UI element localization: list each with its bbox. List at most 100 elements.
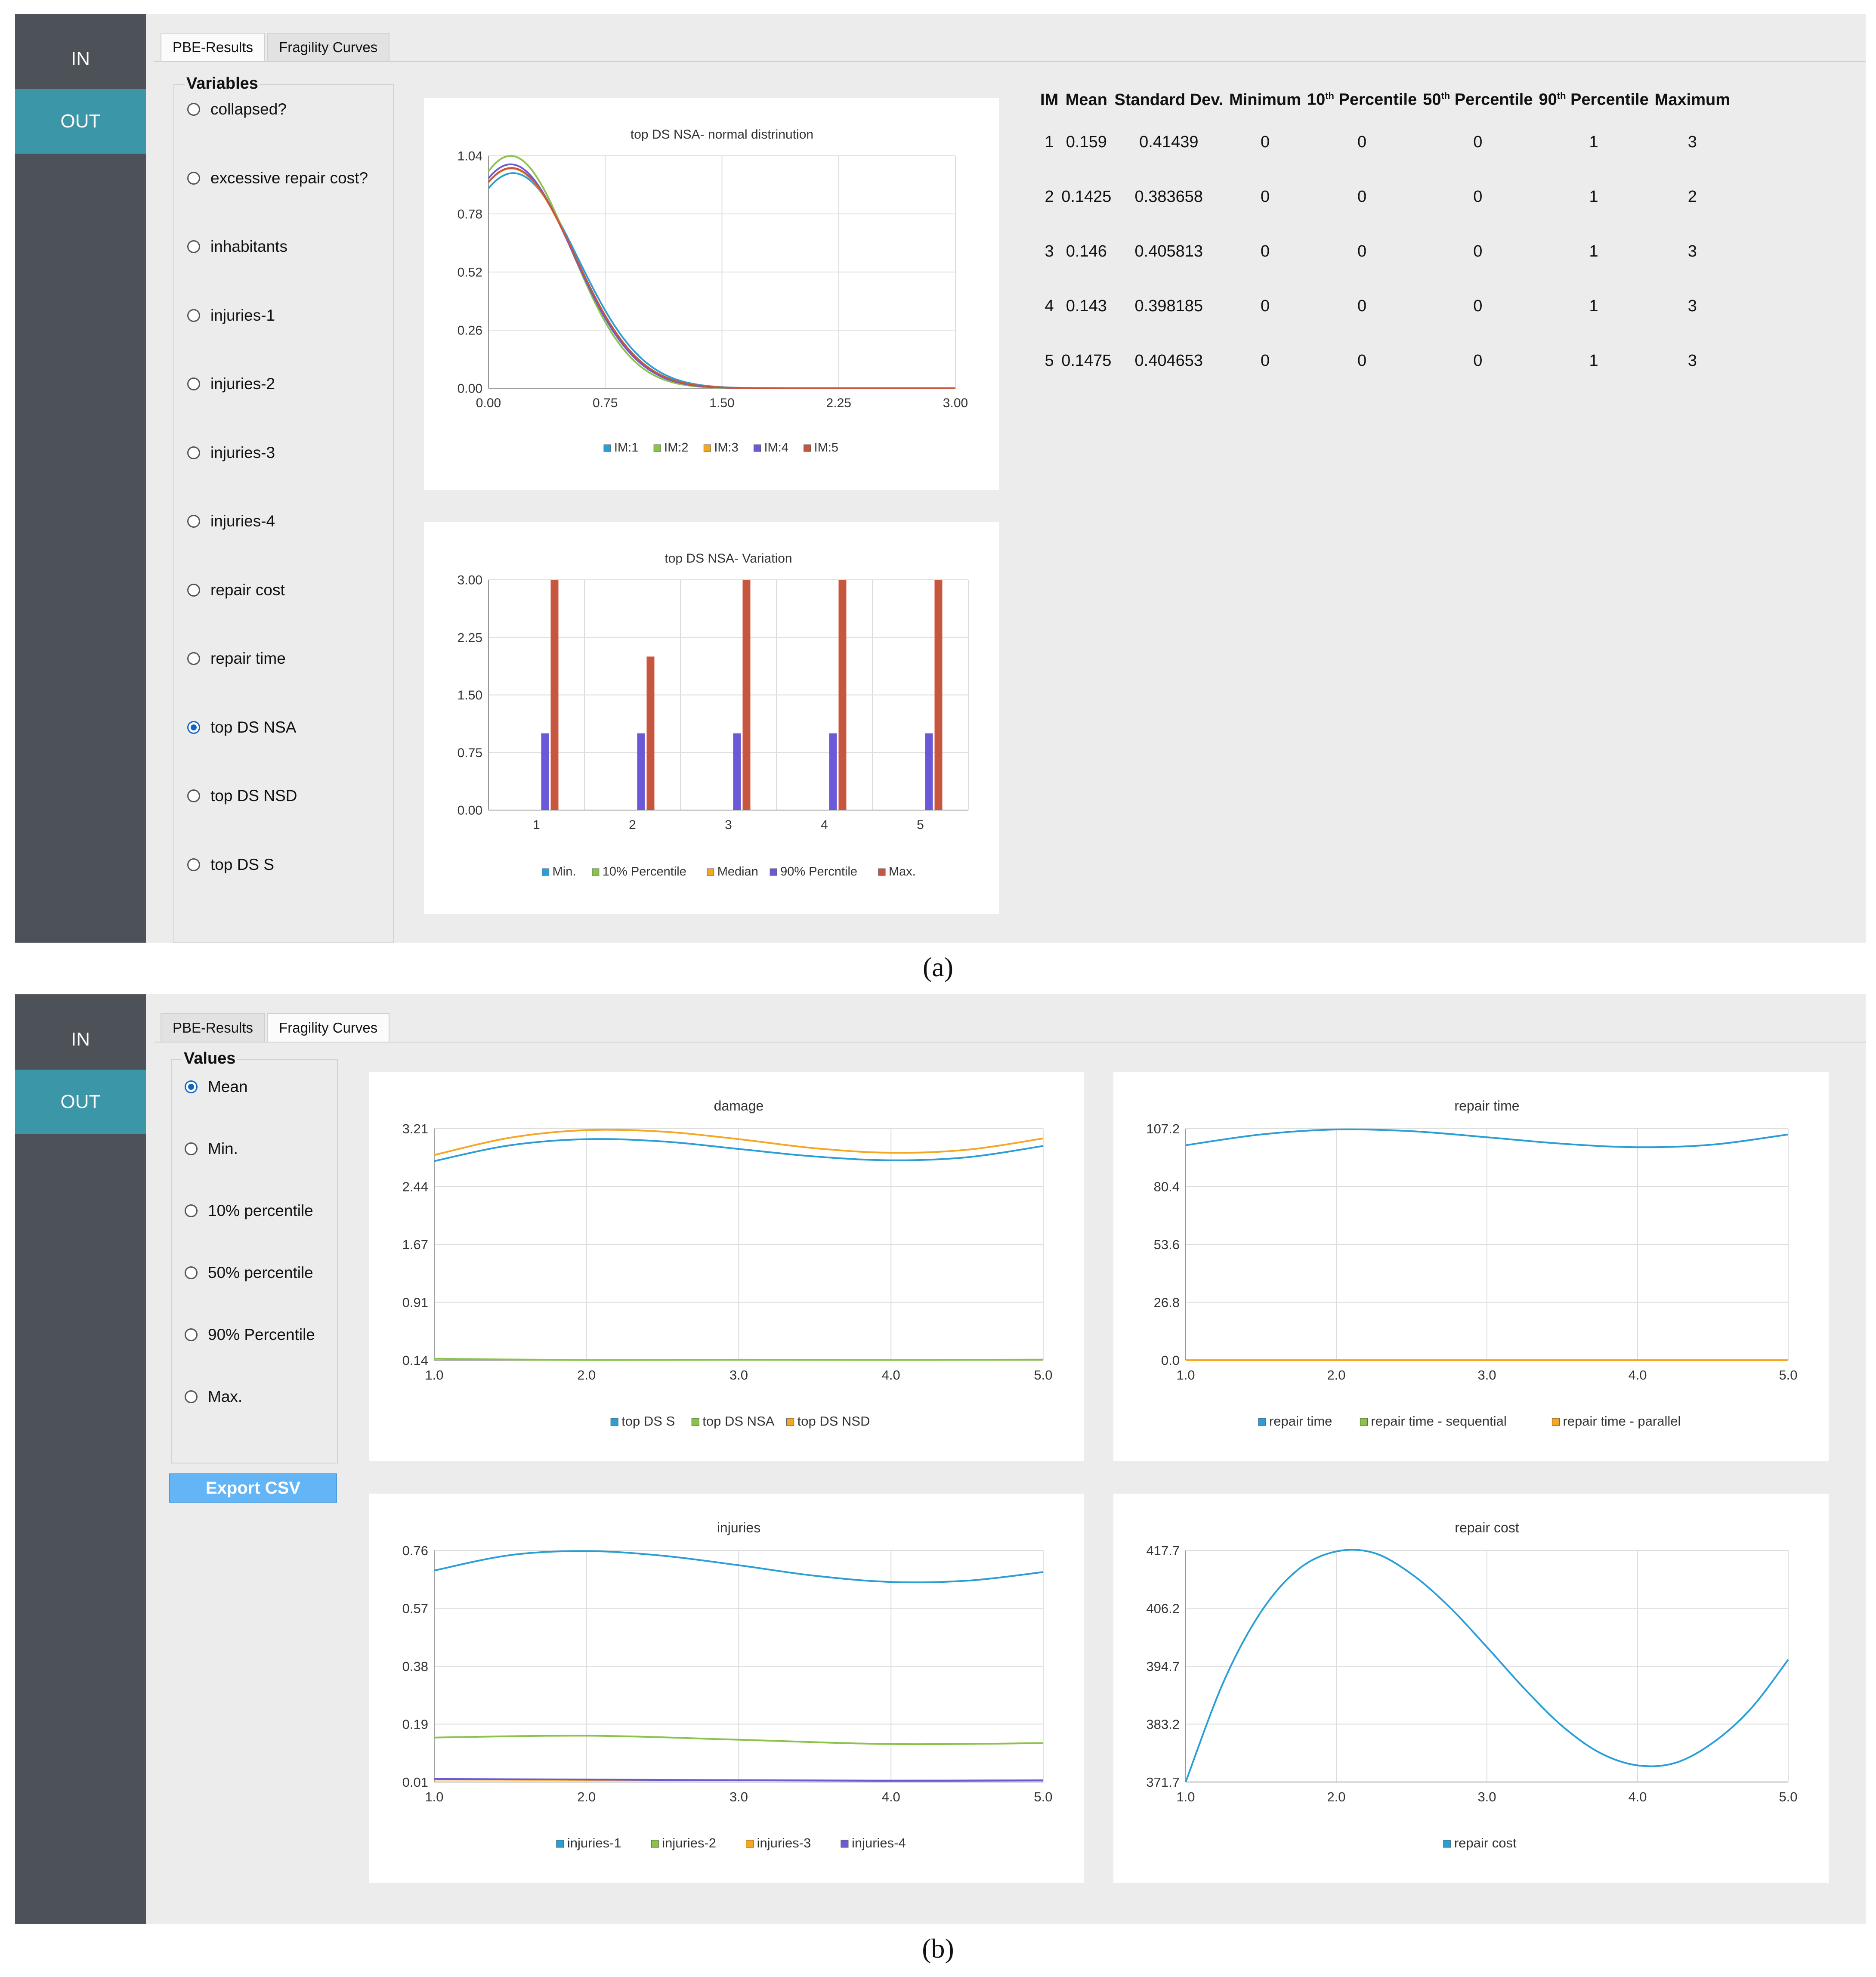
x-tick-label: 5.0 (1779, 1368, 1797, 1383)
y-tick-label: 107.2 (1146, 1121, 1180, 1136)
legend-swatch (786, 1418, 794, 1426)
nav-out-button[interactable]: OUT (15, 1070, 146, 1134)
radio-indicator[interactable] (187, 721, 200, 734)
damage-chart: damage 0.14 0.91 1.67 2.44 3.21 1.0 2.0 3.0 4.0 5.… (402, 1098, 1053, 1429)
legend-label: injuries-3 (757, 1835, 811, 1850)
radio-injuries-2[interactable]: injuries-2 (187, 375, 275, 393)
radio-indicator[interactable] (187, 240, 200, 253)
chart-grid (488, 579, 969, 811)
radio-collapsed[interactable]: collapsed? (187, 100, 287, 118)
radio-mean[interactable]: Mean (185, 1078, 248, 1096)
tab-pbe-results[interactable]: PBE-Results (161, 1013, 266, 1042)
nav-out-button[interactable]: OUT (15, 89, 146, 154)
radio-inhabitants[interactable]: inhabitants (187, 238, 287, 256)
radio-indicator[interactable] (187, 652, 200, 665)
radio-max[interactable]: Max. (185, 1388, 242, 1406)
x-tick-label: 0.00 (476, 396, 501, 410)
radio-injuries-3[interactable]: injuries-3 (187, 444, 275, 462)
radio-repair-time[interactable]: repair time (187, 650, 286, 668)
legend-swatch (691, 1418, 699, 1426)
x-tick-label: 4.0 (1628, 1368, 1647, 1383)
cell-max: 2 (1687, 188, 1697, 206)
radio-label: Min. (208, 1140, 238, 1157)
cell-im: 5 (1045, 352, 1054, 370)
cell-min: 0 (1260, 133, 1270, 151)
radio-repair-cost[interactable]: repair cost (187, 581, 285, 599)
header-p50: 50th Percentile (1423, 90, 1533, 109)
nav-in-button[interactable]: IN (71, 1029, 90, 1050)
y-tick-label: 0.38 (402, 1659, 428, 1674)
radio-indicator[interactable] (187, 583, 200, 597)
radio-indicator[interactable] (187, 103, 200, 116)
table-row: 4 0.143 0.398185 0 0 0 1 3 (1037, 279, 1733, 334)
legend-swatch (610, 1418, 618, 1426)
series-line (434, 1138, 1044, 1162)
radio-excessive-repair-cost[interactable]: excessive repair cost? (187, 169, 368, 187)
radio-label: injuries-4 (210, 512, 275, 530)
cell-p90: 1 (1589, 352, 1598, 370)
radio-indicator[interactable] (187, 446, 200, 459)
radio-top-ds-s[interactable]: top DS S (187, 856, 274, 874)
radio-indicator[interactable] (187, 377, 200, 390)
y-tick-label: 26.8 (1154, 1295, 1180, 1310)
radio-label: 50% percentile (208, 1264, 313, 1281)
y-tick-label: 0.19 (402, 1717, 428, 1732)
variables-title: Variables (185, 74, 260, 93)
cell-p50: 0 (1473, 133, 1483, 151)
export-csv-button[interactable]: Export CSV (169, 1473, 337, 1503)
radio-indicator[interactable] (185, 1266, 198, 1279)
legend-label: Min. (553, 865, 576, 879)
cell-im: 1 (1045, 133, 1054, 151)
header-p90: 90th Percentile (1539, 90, 1649, 109)
legend-label: repair time (1269, 1414, 1332, 1429)
chart-title: top DS NSA- normal distrinution (630, 127, 813, 142)
radio-top-ds-nsd[interactable]: top DS NSD (187, 787, 297, 805)
bar (733, 733, 741, 810)
legend-label: repair time - sequential (1371, 1414, 1506, 1429)
series-line (434, 1735, 1044, 1745)
x-tick-label: 4.0 (882, 1368, 900, 1383)
radio-indicator[interactable] (187, 789, 200, 802)
header-maximum: Maximum (1654, 90, 1731, 109)
radio-label: top DS NSD (210, 787, 297, 804)
radio-indicator[interactable] (185, 1390, 198, 1403)
x-tick-label: 5.0 (1034, 1368, 1052, 1383)
radio-indicator[interactable] (187, 171, 200, 185)
tab-fragility-curves[interactable]: Fragility Curves (267, 33, 390, 61)
legend-swatch (653, 444, 661, 452)
series-line (434, 1550, 1044, 1584)
nav-in-button[interactable]: IN (71, 48, 90, 69)
normal-distribution-chart: top DS NSA- normal distrinution 0.00 0.26 0… (457, 127, 968, 455)
cell-mean: 0.143 (1066, 297, 1107, 315)
legend-label: IM:4 (764, 441, 788, 455)
radio-50-percentile[interactable]: 50% percentile (185, 1264, 313, 1282)
radio-min[interactable]: Min. (185, 1140, 238, 1158)
radio-indicator[interactable] (185, 1328, 198, 1341)
tab-pbe-results[interactable]: PBE-Results (161, 33, 266, 61)
radio-injuries-4[interactable]: injuries-4 (187, 512, 275, 530)
chart-title: damage (714, 1098, 764, 1114)
radio-injuries-1[interactable]: injuries-1 (187, 306, 275, 325)
y-tick-label: 0.75 (457, 746, 482, 760)
radio-indicator[interactable] (185, 1080, 198, 1093)
radio-label: 90% Percentile (208, 1326, 315, 1343)
radio-indicator[interactable] (185, 1204, 198, 1217)
cell-p90: 1 (1589, 188, 1598, 206)
legend-swatch (878, 868, 886, 876)
radio-label: injuries-3 (210, 443, 275, 461)
y-tick-label: 2.25 (457, 631, 482, 645)
radio-indicator[interactable] (187, 309, 200, 322)
radio-indicator[interactable] (185, 1142, 198, 1155)
radio-10-percentile[interactable]: 10% percentile (185, 1202, 313, 1220)
x-tick-label: 3.0 (729, 1368, 748, 1383)
legend-label: IM:2 (664, 441, 688, 455)
radio-90-percentile[interactable]: 90% Percentile (185, 1326, 315, 1344)
y-tick-label: 0.01 (402, 1775, 428, 1790)
radio-indicator[interactable] (187, 515, 200, 528)
legend-label: 90% Percntile (780, 865, 857, 879)
y-tick-label: 0.00 (457, 382, 482, 396)
tab-fragility-curves[interactable]: Fragility Curves (267, 1013, 390, 1042)
radio-indicator[interactable] (187, 858, 200, 871)
legend-swatch (542, 868, 550, 876)
radio-top-ds-nsa[interactable]: top DS NSA (187, 718, 296, 736)
